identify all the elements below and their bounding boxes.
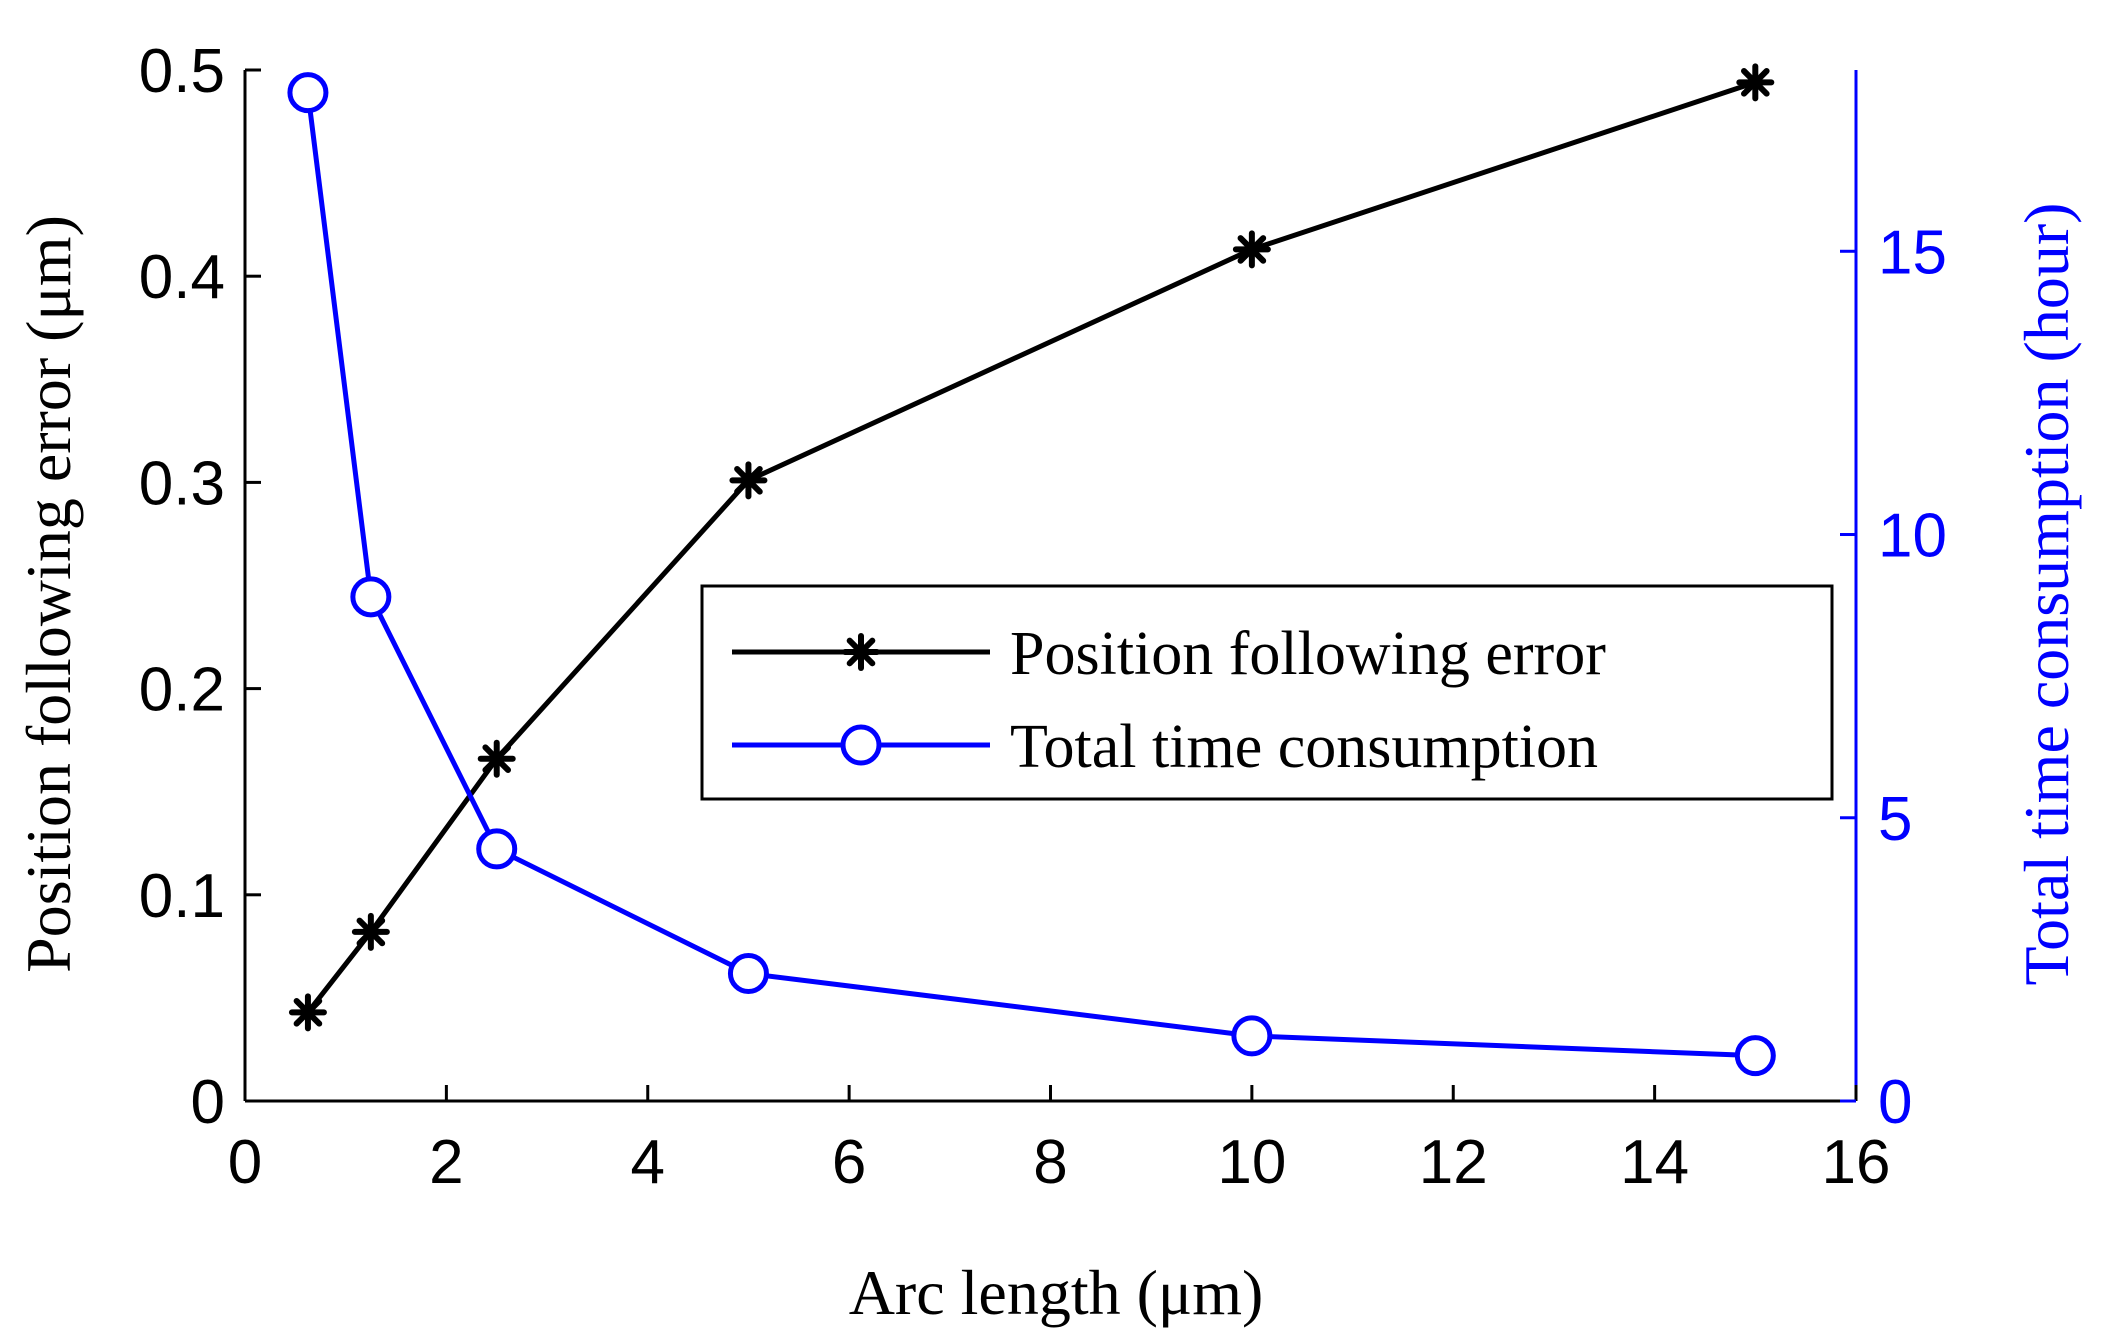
y-axis-right-title: Total time consumption (hour) [2011,203,2082,986]
y-left-tick-label: 0.2 [139,656,225,725]
data-point-time-consumption [1231,1015,1273,1057]
series-group [287,63,1776,1077]
legend-asterisk-marker [842,633,880,671]
x-tick-label: 4 [631,1128,665,1197]
asterisk-stroke [356,917,386,947]
asterisk-stroke [734,466,763,495]
asterisk-stroke [846,637,876,667]
x-tick-label: 8 [1033,1128,1067,1197]
x-tick-label: 6 [832,1128,866,1197]
legend-label-position-error: Position following error [1010,620,1606,688]
x-axis-title: Arc length (μm) [849,1257,1264,1328]
y-left-tick-label: 0.5 [139,37,225,106]
x-tick-label: 14 [1620,1128,1689,1197]
x-tick-label: 12 [1419,1128,1488,1197]
data-point-position-error [351,912,390,951]
y-axis-left-title: Position following error (μm) [13,215,84,973]
x-tick-label: 10 [1217,1128,1286,1197]
x-tick-label: 2 [429,1128,463,1197]
series-line-time-consumption [305,92,1756,1059]
data-point-time-consumption [727,953,769,995]
y-left-tick-label: 0 [191,1068,225,1137]
data-point-position-error [1736,63,1775,102]
y-left-tick-label: 0.3 [139,449,225,518]
legend-label-time-consumption: Total time consumption [1010,713,1598,781]
data-point-time-consumption [287,72,329,114]
asterisk-stroke [1237,235,1267,264]
legend-marker-circle [840,724,882,766]
data-point-time-consumption [476,828,518,870]
data-point-position-error [1232,230,1271,269]
x-tick-label: 0 [228,1128,262,1197]
data-point-position-error [477,739,516,778]
data-point-position-error [729,461,768,500]
asterisk-stroke [1740,68,1770,97]
asterisk-stroke [482,744,512,774]
y-left-tick-label: 0.4 [139,243,225,312]
legend-box [700,584,1834,801]
data-point-time-consumption [1734,1035,1776,1077]
legend-marker-asterisk [842,633,880,671]
data-point-position-error [288,993,327,1032]
y-right-tick-label: 15 [1878,218,1947,287]
asterisk-stroke [293,998,323,1027]
y-right-tick-label: 0 [1878,1068,1912,1137]
y-right-tick-label: 10 [1878,502,1947,571]
legend: Position following error Total time cons… [700,584,1834,801]
data-point-time-consumption [350,576,392,618]
y-right-tick-label: 5 [1878,785,1912,854]
y-left-tick-label: 0.1 [139,862,225,931]
x-tick-label: 16 [1822,1128,1891,1197]
legend-circle-marker [840,724,882,766]
